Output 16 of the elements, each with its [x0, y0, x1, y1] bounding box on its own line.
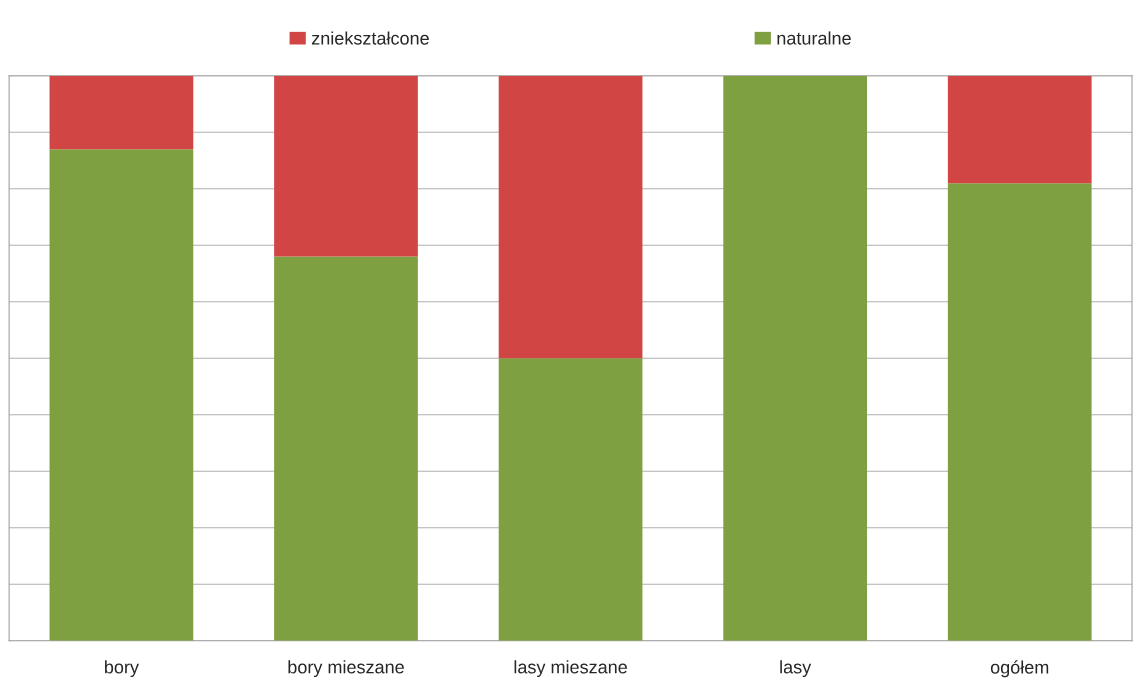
x-tick-label: lasy — [780, 660, 812, 678]
x-tick-label: bory — [105, 660, 139, 678]
bar — [498, 75, 643, 359]
bar — [49, 75, 194, 150]
bar — [274, 75, 418, 257]
legend-label: zniekształcone — [311, 31, 429, 45]
x-tick-label: lasy mieszane — [514, 660, 627, 678]
x-tick-label: bory mieszane — [288, 660, 404, 678]
bar — [49, 149, 194, 641]
bar — [947, 75, 1092, 184]
bar — [274, 256, 418, 641]
bar — [723, 75, 868, 641]
bar — [498, 358, 643, 641]
x-tick-label: ogółem — [990, 660, 1049, 678]
bar — [947, 183, 1092, 641]
legend-label: naturalne — [777, 31, 851, 45]
